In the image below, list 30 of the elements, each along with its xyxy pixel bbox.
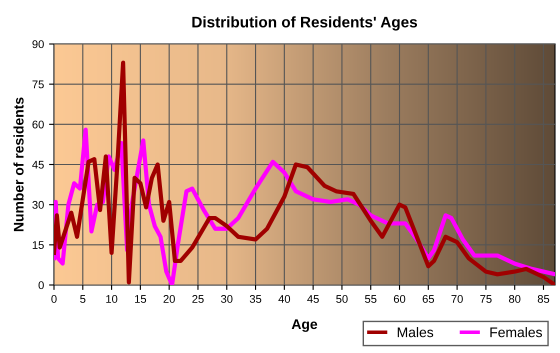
y-axis-title: Number of residents [13, 98, 24, 232]
legend-label: Females [490, 327, 542, 338]
y-tick-label: 45 [32, 160, 44, 169]
legend-label: Males [398, 327, 434, 338]
x-tick-label: 35 [250, 295, 262, 303]
x-tick-label: 25 [192, 295, 204, 303]
x-tick-label: 75 [480, 295, 492, 303]
x-tick-label: 0 [51, 295, 57, 303]
x-tick-label: 20 [164, 295, 175, 303]
x-tick-label: 60 [394, 295, 406, 303]
x-tick-label: 45 [307, 295, 319, 303]
y-tick-label: 15 [32, 241, 44, 249]
y-tick-label: 30 [32, 200, 44, 209]
x-axis-title: Age [292, 319, 318, 332]
x-tick-label: 15 [135, 295, 146, 303]
x-tick-label: 5 [80, 295, 86, 303]
x-tick-label: 50 [336, 295, 348, 303]
x-tick-label: 55 [364, 295, 376, 303]
x-tick-label: 40 [278, 295, 290, 303]
y-tick-label: 90 [32, 40, 44, 48]
x-tick-label: 80 [508, 295, 520, 303]
x-tick-label: 10 [106, 295, 118, 303]
x-tick-label: 30 [221, 295, 233, 303]
chart-title: Distribution of Residents' Ages [192, 16, 418, 31]
x-tick-label: 70 [451, 295, 463, 303]
y-tick-label: 75 [32, 80, 44, 88]
x-tick-label: 65 [422, 295, 434, 303]
y-tick-label: 60 [32, 120, 44, 128]
y-tick-label: 0 [38, 281, 44, 290]
x-tick-label: 85 [538, 295, 550, 303]
